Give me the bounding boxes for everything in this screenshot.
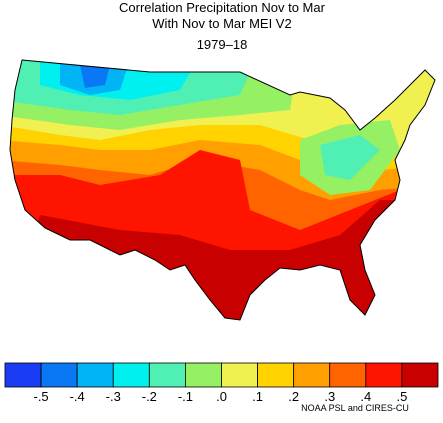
colorbar-label: -.3 xyxy=(106,389,121,404)
colorbar-box xyxy=(40,362,78,388)
colorbar-label: -.1 xyxy=(178,389,193,404)
colorbar-label: -.5 xyxy=(33,389,48,404)
colorbar-box xyxy=(148,362,186,388)
colorbar-box xyxy=(185,362,222,388)
colorbar-label: -.2 xyxy=(142,389,157,404)
colorbar-box xyxy=(4,362,42,388)
colorbar-label: .1 xyxy=(252,389,263,404)
period: 1979–18 xyxy=(197,37,248,52)
credit: NOAA PSL and CIRES-CU xyxy=(301,403,409,413)
title-line: With Nov to Mar MEI V2 xyxy=(152,16,291,31)
colorbar-label: .3 xyxy=(324,389,335,404)
colorbar-label: .2 xyxy=(288,389,299,404)
colorbar-label: -.4 xyxy=(70,389,85,404)
colorbar-label: .5 xyxy=(396,389,407,404)
colorbar-box xyxy=(257,362,295,388)
colorbar-box xyxy=(365,362,403,388)
colorbar: -.5 -.4 -.3 -.2 -.1 .0 .1 .2 .3 .4 .5 xyxy=(4,362,439,404)
colorbar-box xyxy=(112,362,150,388)
colorbar-label: .0 xyxy=(216,389,227,404)
colorbar-label: .4 xyxy=(360,389,371,404)
colorbar-box xyxy=(76,362,114,388)
colorbar-box xyxy=(329,362,367,388)
map xyxy=(10,60,435,320)
colorbar-box xyxy=(401,362,439,388)
title-line: Correlation Precipitation Nov to Mar xyxy=(119,0,326,15)
colorbar-box xyxy=(293,362,331,388)
colorbar-box xyxy=(221,362,258,388)
